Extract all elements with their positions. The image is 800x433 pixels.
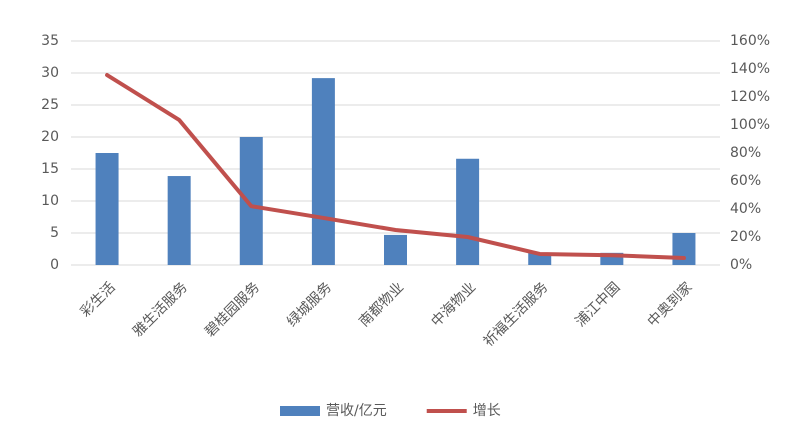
y-tick-label: 25 [41, 97, 59, 113]
bar [384, 234, 407, 265]
bar [456, 158, 480, 265]
x-tick-label: 碧桂园服务 [202, 279, 263, 340]
y-tick-label: 10 [41, 193, 59, 209]
y-tick-label: 30 [41, 65, 59, 81]
bar [95, 153, 119, 265]
bar [239, 137, 263, 265]
y2-tick-label: 80% [730, 145, 761, 161]
bar [167, 176, 191, 265]
y-tick-label: 15 [41, 161, 59, 177]
y-tick-label: 35 [41, 33, 59, 49]
y2-tick-label: 20% [730, 229, 761, 245]
y-tick-label: 5 [50, 225, 59, 241]
x-tick-label: 彩生活 [78, 279, 119, 320]
bar [311, 78, 335, 266]
x-tick-label: 中海物业 [428, 279, 479, 330]
y2-tick-label: 100% [730, 117, 770, 133]
y2-tick-label: 120% [730, 89, 770, 105]
bar [672, 233, 696, 265]
line [105, 73, 686, 260]
y-tick-label: 20 [41, 129, 59, 145]
x-tick-label: 雅生活服务 [130, 279, 191, 340]
y2-tick-label: 140% [730, 61, 770, 77]
y-tick-label: 0 [50, 257, 59, 273]
legend-label: 增长 [473, 403, 501, 419]
x-tick-label: 中奥到家 [644, 279, 696, 331]
y2-tick-label: 40% [730, 201, 761, 217]
x-tick-label: 南都物业 [356, 279, 407, 330]
x-tick-label: 祈福生活服务 [481, 279, 552, 350]
x-tick-label: 浦江中国 [573, 279, 624, 330]
legend-swatch [280, 406, 320, 416]
x-tick-label: 绿城服务 [284, 279, 335, 330]
y2-tick-label: 60% [730, 173, 761, 189]
y2-tick-label: 0% [730, 257, 752, 273]
y2-tick-label: 160% [730, 33, 770, 49]
legend-label: 营收/亿元 [326, 403, 387, 419]
